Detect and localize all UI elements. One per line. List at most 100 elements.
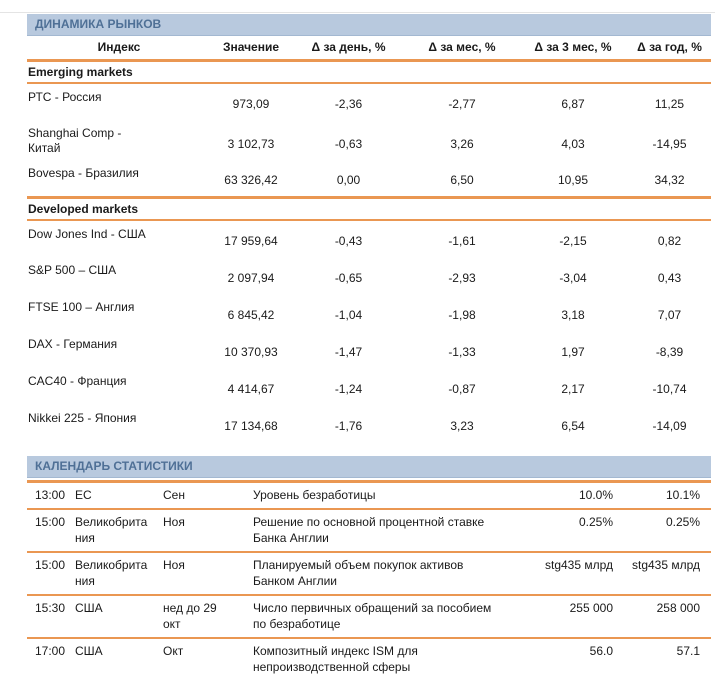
calendar-period: Сен [163, 481, 253, 510]
market-index-name: S&P 500 – США [28, 262, 117, 277]
market-row: Dow Jones Ind - США 17 959,64 -0,43 -1,61 -2… [27, 220, 711, 257]
market-year-change: -8,39 [655, 344, 684, 359]
market-year-change: 0,43 [657, 270, 682, 285]
market-index-name: Bovespa - Бразилия [28, 166, 139, 180]
calendar-region: Великобрита ния [75, 508, 163, 553]
calendar-forecast-value: 255 000 [533, 594, 617, 639]
market-3month-change: 4,03 [561, 137, 585, 151]
calendar-previous-value: 258 000 [617, 594, 711, 639]
market-day-change: -1,24 [334, 381, 363, 396]
market-month-change: 6,50 [450, 172, 474, 187]
market-3month-change: 1,97 [561, 344, 585, 359]
market-value: 17 959,64 [224, 233, 278, 248]
market-day-change: -0,63 [334, 137, 363, 151]
market-section-label: Emerging markets [27, 59, 711, 84]
report-page: ДИНАМИКА РЫНКОВ Индекс Значение Δ за ден… [27, 14, 711, 676]
calendar-row: 15:00 Великобрита ния Ноя Решение по основн… [27, 508, 711, 553]
markets-section-title: ДИНАМИКА РЫНКОВ [35, 17, 162, 31]
market-value: 63 326,42 [224, 172, 278, 187]
market-month-change: 3,23 [450, 418, 474, 433]
col-header-day-change: Δ за день, % [311, 40, 386, 54]
market-value: 4 414,67 [227, 381, 275, 396]
col-header-month-change: Δ за мес, % [428, 40, 496, 54]
calendar-period: Ноя [163, 551, 253, 596]
calendar-event: Уровень безработицы [253, 481, 533, 510]
market-day-change: 0,00 [336, 172, 361, 187]
calendar-period: нед до 29 окт [163, 594, 253, 639]
market-3month-change: -2,15 [559, 233, 587, 248]
market-index-name: FTSE 100 – Англия [28, 299, 135, 314]
market-year-change: -14,09 [652, 418, 687, 433]
calendar-section: КАЛЕНДАРЬ СТАТИСТИКИ 13:00 ЕС Сен Уровень б… [27, 455, 711, 676]
market-row: DAX - Германия 10 370,93 -1,47 -1,33 1,97 -8,… [27, 331, 711, 368]
market-day-change: -1,76 [334, 418, 363, 433]
calendar-region: США [75, 637, 163, 676]
calendar-event: Решение по основной процентной ставке Ба… [253, 508, 533, 553]
market-month-change: -1,61 [448, 233, 476, 248]
calendar-region: Великобрита ния [75, 551, 163, 596]
market-index-name: РТС - Россия [28, 90, 102, 104]
calendar-region: ЕС [75, 481, 163, 510]
col-header-index: Индекс [97, 40, 141, 54]
market-value: 2 097,94 [227, 270, 275, 285]
market-value: 6 845,42 [227, 307, 275, 322]
market-3month-change: 2,17 [561, 381, 585, 396]
calendar-event: Число первичных обращений за пособием по… [253, 594, 533, 639]
calendar-forecast-value: 0.25% [533, 508, 617, 553]
calendar-period: Окт [163, 637, 253, 676]
market-year-change: 7,07 [657, 307, 682, 322]
calendar-previous-value: stg435 млрд [617, 551, 711, 596]
market-year-change: -14,95 [652, 137, 687, 151]
market-row: FTSE 100 – Англия 6 845,42 -1,04 -1,98 3,18 7… [27, 294, 711, 331]
market-month-change: -1,98 [448, 307, 476, 322]
market-year-change: 0,82 [657, 233, 682, 248]
market-month-change: -0,87 [448, 381, 476, 396]
market-row: S&P 500 – США 2 097,94 -0,65 -2,93 -3,04 0,43 [27, 257, 711, 294]
market-row: Shanghai Comp - Китай 3 102,73 -0,63 3,26 4,… [27, 120, 711, 160]
market-row: РТС - Россия 973,09 -2,36 -2,77 6,87 11,25 [27, 83, 711, 120]
calendar-section-header: КАЛЕНДАРЬ СТАТИСТИКИ [27, 455, 711, 478]
col-header-year-change: Δ за год, % [637, 40, 702, 54]
market-3month-change: 10,95 [557, 172, 589, 187]
market-index-name: Shanghai Comp - Китай [28, 126, 122, 155]
calendar-section-title: КАЛЕНДАРЬ СТАТИСТИКИ [35, 458, 193, 473]
market-3month-change: -3,04 [559, 270, 587, 285]
calendar-time: 15:00 [27, 508, 75, 553]
market-year-change: 34,32 [654, 172, 685, 187]
calendar-row: 17:00 США Окт Композитный индекс ISM для не… [27, 637, 711, 676]
calendar-time: 15:00 [27, 551, 75, 596]
market-3month-change: 3,18 [561, 307, 585, 322]
market-month-change: -2,93 [448, 270, 476, 285]
calendar-row: 15:00 Великобрита ния Ноя Планируемый объем… [27, 551, 711, 596]
market-3month-change: 6,54 [561, 418, 585, 433]
market-month-change: -2,77 [448, 97, 476, 111]
market-row: Nikkei 225 - Япония 17 134,68 -1,76 3,23 6,5… [27, 405, 711, 442]
market-day-change: -1,04 [334, 307, 363, 322]
calendar-event: Планируемый объем покупок активов Банком… [253, 551, 533, 596]
market-row: CAC40 - Франция 4 414,67 -1,24 -0,87 2,17 -10… [27, 368, 711, 405]
calendar-forecast-value: 56.0 [533, 637, 617, 676]
market-day-change: -0,65 [334, 270, 363, 285]
market-month-change: 3,26 [450, 137, 474, 151]
calendar-time: 15:30 [27, 594, 75, 639]
market-year-change: 11,25 [654, 97, 685, 111]
col-header-3month-change: Δ за 3 мес, % [534, 40, 612, 54]
market-section-row: Developed markets [27, 195, 711, 221]
calendar-time: 13:00 [27, 481, 75, 510]
page-top-divider [0, 12, 715, 13]
market-day-change: -1,47 [334, 344, 363, 359]
market-day-change: -2,36 [334, 97, 363, 111]
market-row: Bovespa - Бразилия 63 326,42 0,00 6,50 10,95… [27, 160, 711, 197]
markets-header-row: Индекс Значение Δ за день, % Δ за мес, %… [27, 36, 711, 61]
market-value: 10 370,93 [224, 344, 278, 359]
market-index-name: CAC40 - Франция [28, 373, 127, 388]
market-section-row: Emerging markets [27, 59, 711, 84]
market-3month-change: 6,87 [561, 97, 585, 111]
market-year-change: -10,74 [652, 381, 687, 396]
market-section-label: Developed markets [27, 195, 711, 221]
calendar-event: Композитный индекс ISM для непроизводств… [253, 637, 533, 676]
calendar-row: 13:00 ЕС Сен Уровень безработицы 10.0% 10.1% [27, 481, 711, 510]
calendar-previous-value: 57.1 [617, 637, 711, 676]
calendar-previous-value: 10.1% [617, 481, 711, 510]
market-index-name: Nikkei 225 - Япония [28, 410, 137, 425]
